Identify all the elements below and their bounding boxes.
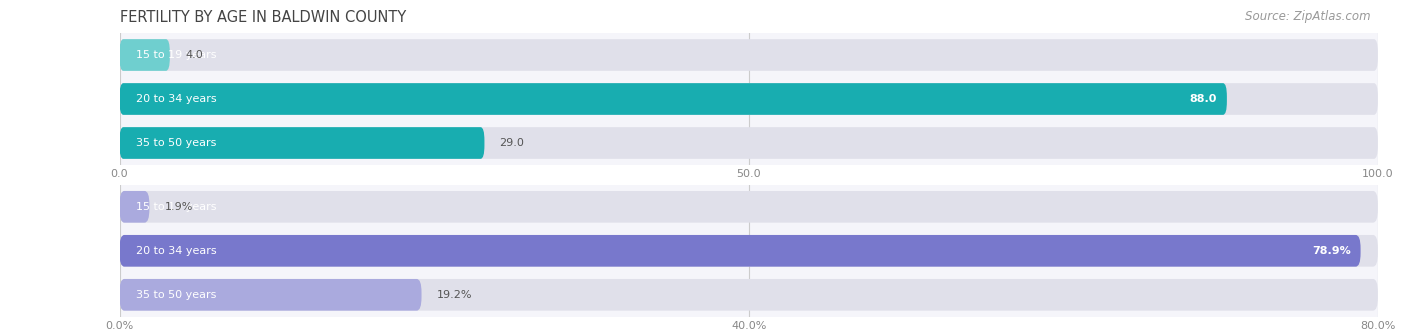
Text: 78.9%: 78.9% <box>1312 246 1351 256</box>
FancyBboxPatch shape <box>120 235 1361 267</box>
Text: 88.0: 88.0 <box>1189 94 1216 104</box>
FancyBboxPatch shape <box>120 279 422 311</box>
FancyBboxPatch shape <box>120 191 1378 223</box>
Text: 19.2%: 19.2% <box>437 290 472 300</box>
Text: 15 to 19 years: 15 to 19 years <box>136 202 217 212</box>
Text: 35 to 50 years: 35 to 50 years <box>136 290 217 300</box>
Text: 35 to 50 years: 35 to 50 years <box>136 138 217 148</box>
FancyBboxPatch shape <box>120 83 1227 115</box>
FancyBboxPatch shape <box>120 83 1378 115</box>
Text: Source: ZipAtlas.com: Source: ZipAtlas.com <box>1246 10 1371 23</box>
Text: 20 to 34 years: 20 to 34 years <box>136 246 217 256</box>
Text: 1.9%: 1.9% <box>165 202 193 212</box>
Text: 29.0: 29.0 <box>499 138 524 148</box>
FancyBboxPatch shape <box>120 127 1378 159</box>
FancyBboxPatch shape <box>120 39 1378 71</box>
FancyBboxPatch shape <box>120 235 1378 267</box>
FancyBboxPatch shape <box>120 127 485 159</box>
Text: 20 to 34 years: 20 to 34 years <box>136 94 217 104</box>
FancyBboxPatch shape <box>120 279 1378 311</box>
Text: 4.0: 4.0 <box>186 50 202 60</box>
Text: 15 to 19 years: 15 to 19 years <box>136 50 217 60</box>
Text: FERTILITY BY AGE IN BALDWIN COUNTY: FERTILITY BY AGE IN BALDWIN COUNTY <box>120 10 406 25</box>
FancyBboxPatch shape <box>120 39 170 71</box>
FancyBboxPatch shape <box>120 191 149 223</box>
